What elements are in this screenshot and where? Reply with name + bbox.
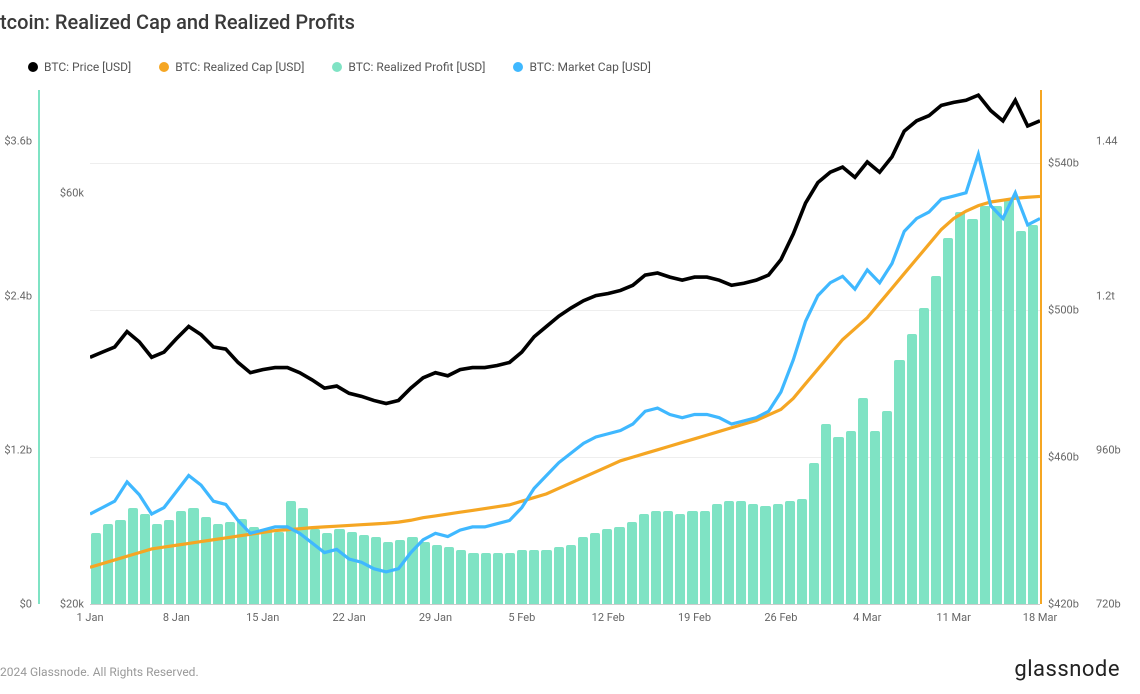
legend-item[interactable]: BTC: Market Cap [USD] — [513, 60, 650, 74]
axis-tick-label: $460b — [1048, 451, 1079, 464]
legend-label: BTC: Realized Profit [USD] — [348, 60, 485, 74]
x-axis-tick: 29 Jan — [419, 611, 452, 624]
x-axis-tick: 12 Feb — [592, 611, 625, 624]
y-axis-realized-profit: $0$1.2b$2.4b$3.6b — [0, 90, 40, 604]
chart-area: $0$1.2b$2.4b$3.6b $20k$60k $420b$460b$50… — [0, 90, 1140, 634]
x-axis-tick: 15 Jan — [246, 611, 279, 624]
x-axis-tick: 18 Mar — [1023, 611, 1057, 624]
x-axis-tick: 11 Mar — [936, 611, 970, 624]
axis-tick-label: $0 — [20, 598, 32, 611]
chart-title: tcoin: Realized Cap and Realized Profits — [0, 10, 355, 34]
legend-label: BTC: Price [USD] — [44, 60, 131, 74]
axis-tick-label: $420b — [1048, 598, 1079, 611]
legend-swatch — [513, 62, 523, 72]
axis-tick-label: $1.2b — [4, 443, 32, 456]
legend: BTC: Price [USD] BTC: Realized Cap [USD] B… — [28, 60, 651, 74]
footer: 2024 Glassnode. All Rights Reserved. gla… — [0, 657, 1120, 682]
legend-swatch — [332, 62, 342, 72]
legend-item[interactable]: BTC: Realized Cap [USD] — [159, 60, 304, 74]
legend-swatch — [159, 62, 169, 72]
axis-tick-label: $60k — [60, 186, 84, 199]
x-axis-tick: 5 Feb — [508, 611, 535, 624]
brand-logo: glassnode — [1014, 657, 1120, 682]
legend-label: BTC: Market Cap [USD] — [529, 60, 650, 74]
x-axis-tick: 22 Jan — [332, 611, 365, 624]
axis-tick-label: $20k — [60, 598, 84, 611]
x-axis-tick: 4 Mar — [853, 611, 881, 624]
legend-item[interactable]: BTC: Realized Profit [USD] — [332, 60, 485, 74]
x-axis-tick: 26 Feb — [764, 611, 797, 624]
axis-tick-label: $500b — [1048, 304, 1079, 317]
x-axis-tick: 8 Jan — [163, 611, 190, 624]
axis-tick-label: $540b — [1048, 157, 1079, 170]
x-axis-tick: 19 Feb — [678, 611, 711, 624]
line-market-cap — [90, 154, 1040, 572]
plot-region — [90, 90, 1040, 604]
line-series — [90, 90, 1040, 604]
axis-tick-label: 1.44 — [1096, 135, 1117, 148]
copyright-text: 2024 Glassnode. All Rights Reserved. — [0, 665, 199, 679]
y-axis-realized-cap: $420b$460b$500b$540b — [1040, 90, 1090, 604]
axis-tick-label: 1.2t — [1096, 289, 1115, 302]
legend-label: BTC: Realized Cap [USD] — [175, 60, 304, 74]
axis-tick-label: 960b — [1096, 443, 1121, 456]
y-axis-price: $20k$60k — [40, 90, 90, 604]
axis-tick-label: 720b — [1096, 598, 1121, 611]
legend-swatch — [28, 62, 38, 72]
x-axis: 1 Jan8 Jan15 Jan22 Jan29 Jan5 Feb12 Feb1… — [90, 604, 1040, 634]
legend-item[interactable]: BTC: Price [USD] — [28, 60, 131, 74]
axis-tick-label: $3.6b — [4, 135, 32, 148]
y-axis-market-cap: 720b960b1.2t1.44 — [1090, 90, 1140, 604]
axis-tick-label: $2.4b — [4, 289, 32, 302]
x-axis-tick: 1 Jan — [76, 611, 103, 624]
